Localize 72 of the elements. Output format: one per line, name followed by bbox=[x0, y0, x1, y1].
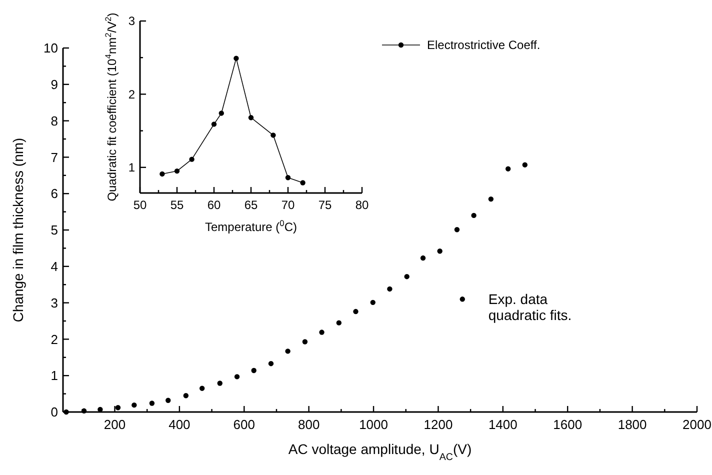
legend-label: Electrostrictive Coeff. bbox=[427, 38, 540, 52]
point bbox=[234, 374, 240, 380]
point bbox=[353, 308, 358, 314]
point bbox=[81, 408, 87, 414]
x-tick-label: 70 bbox=[281, 198, 295, 212]
y-tick-label: 7 bbox=[50, 150, 58, 165]
point bbox=[248, 115, 254, 120]
point bbox=[437, 248, 442, 254]
y-tick-label: 1 bbox=[50, 368, 58, 384]
point bbox=[387, 286, 392, 292]
point bbox=[268, 360, 274, 366]
point bbox=[404, 274, 410, 280]
point bbox=[199, 386, 205, 391]
point bbox=[285, 348, 290, 354]
y-tick-label: 0 bbox=[50, 404, 58, 420]
x-tick-label: 50 bbox=[133, 198, 147, 212]
x-axis-title: AC voltage amplitude, U$_{AC}$(V) bbox=[288, 441, 472, 462]
point bbox=[336, 320, 342, 326]
x-tick-label: 600 bbox=[233, 417, 255, 432]
x-tick-label: 200 bbox=[104, 417, 126, 432]
point bbox=[183, 393, 189, 398]
y-tick-label: 4 bbox=[50, 258, 58, 274]
point bbox=[522, 162, 528, 168]
x-tick-label: 400 bbox=[168, 417, 190, 432]
point bbox=[166, 398, 171, 403]
point bbox=[420, 255, 426, 261]
point bbox=[218, 110, 224, 116]
x-tick-label: 80 bbox=[355, 198, 369, 212]
x-tick-label: 1000 bbox=[359, 417, 388, 432]
point bbox=[115, 405, 121, 410]
x-tick-label: 1400 bbox=[488, 417, 518, 432]
y-tick-label: 2 bbox=[128, 87, 136, 102]
point bbox=[234, 56, 239, 61]
x-tick-label: 2000 bbox=[682, 417, 712, 432]
point bbox=[217, 380, 222, 386]
x-tick-label: 60 bbox=[207, 198, 221, 212]
x-tick-label: 1800 bbox=[618, 417, 647, 432]
y-tick-label: 6 bbox=[50, 186, 58, 202]
y-tick-label: 3 bbox=[128, 14, 136, 28]
x-tick-label: 75 bbox=[318, 198, 332, 212]
point bbox=[302, 339, 308, 344]
point bbox=[505, 166, 511, 172]
point bbox=[370, 300, 376, 306]
x-tick-label: 1200 bbox=[424, 417, 453, 432]
point bbox=[149, 400, 155, 406]
point bbox=[488, 196, 494, 202]
point bbox=[454, 227, 460, 232]
y-tick-label: 5 bbox=[50, 222, 58, 238]
x-tick-label: 65 bbox=[244, 198, 258, 212]
point bbox=[270, 132, 276, 138]
y-axis-title: Change in film thickness (nm) bbox=[10, 138, 26, 322]
point bbox=[300, 180, 306, 186]
y-tick-label: 1 bbox=[128, 160, 136, 175]
point bbox=[189, 156, 194, 162]
y-tick-label: 8 bbox=[50, 113, 58, 128]
point bbox=[471, 212, 476, 218]
y-tick-label: 2 bbox=[50, 332, 58, 347]
point bbox=[174, 168, 180, 174]
point bbox=[285, 175, 291, 180]
y-tick-label: 9 bbox=[50, 76, 58, 92]
legend-label: Exp. data quadratic fits. bbox=[488, 291, 572, 324]
point bbox=[319, 330, 324, 335]
point bbox=[132, 402, 137, 408]
point bbox=[251, 368, 256, 374]
x-tick-label: 800 bbox=[298, 417, 320, 432]
x-tick-label: 1600 bbox=[553, 417, 582, 432]
point bbox=[211, 122, 217, 127]
y-tick-label: 10 bbox=[44, 40, 58, 56]
x-axis-title: Temperature ($^{0}$C) bbox=[204, 218, 298, 234]
y-tick-label: 3 bbox=[50, 295, 58, 310]
point bbox=[160, 171, 165, 177]
x-tick-label: 55 bbox=[170, 198, 184, 212]
